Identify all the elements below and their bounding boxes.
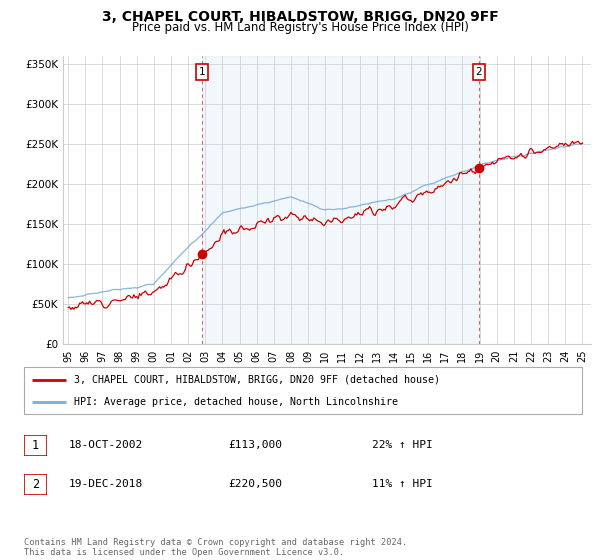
Text: 19-DEC-2018: 19-DEC-2018 [69, 479, 143, 489]
Text: HPI: Average price, detached house, North Lincolnshire: HPI: Average price, detached house, Nort… [74, 396, 398, 407]
Text: 3, CHAPEL COURT, HIBALDSTOW, BRIGG, DN20 9FF: 3, CHAPEL COURT, HIBALDSTOW, BRIGG, DN20… [101, 10, 499, 24]
FancyBboxPatch shape [24, 367, 582, 414]
Text: Price paid vs. HM Land Registry's House Price Index (HPI): Price paid vs. HM Land Registry's House … [131, 21, 469, 34]
FancyBboxPatch shape [24, 435, 47, 456]
Text: 3, CHAPEL COURT, HIBALDSTOW, BRIGG, DN20 9FF (detached house): 3, CHAPEL COURT, HIBALDSTOW, BRIGG, DN20… [74, 375, 440, 385]
Text: 2: 2 [476, 67, 482, 77]
Text: 2: 2 [32, 478, 39, 491]
Text: 11% ↑ HPI: 11% ↑ HPI [372, 479, 433, 489]
Text: 22% ↑ HPI: 22% ↑ HPI [372, 440, 433, 450]
Text: £113,000: £113,000 [228, 440, 282, 450]
Text: 18-OCT-2002: 18-OCT-2002 [69, 440, 143, 450]
Text: £220,500: £220,500 [228, 479, 282, 489]
Text: 1: 1 [32, 438, 39, 452]
FancyBboxPatch shape [24, 474, 47, 495]
Text: Contains HM Land Registry data © Crown copyright and database right 2024.
This d: Contains HM Land Registry data © Crown c… [24, 538, 407, 557]
Text: 1: 1 [199, 67, 205, 77]
Bar [202, 56, 479, 344]
